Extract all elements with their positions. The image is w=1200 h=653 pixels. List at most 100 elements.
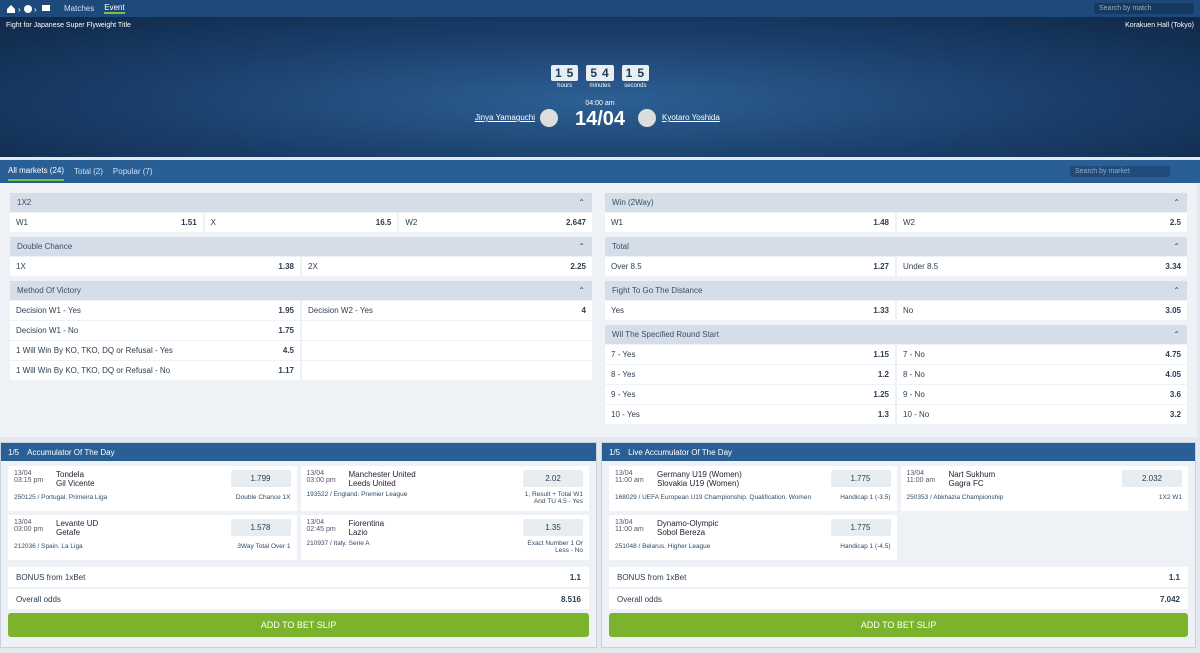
league: 212036 / Spain. La Liga: [14, 543, 83, 550]
collapse-icon[interactable]: ⌃: [1173, 330, 1180, 339]
odd-cell[interactable]: 1 Will Win By KO, TKO, DQ or Refusal - Y…: [10, 341, 300, 360]
market: Fight To Go The Distance ⌃ Yes 1.33 No 3.05: [605, 281, 1187, 320]
event-date: 13/04: [906, 470, 925, 477]
market-header[interactable]: Wil The Specified Round Start ⌃: [605, 325, 1187, 344]
pager[interactable]: 1/5: [609, 447, 621, 457]
collapse-icon[interactable]: ⌃: [1173, 198, 1180, 207]
add-button[interactable]: ADD TO BET SLIP: [8, 613, 589, 637]
event-card[interactable]: 13/04 11:00 am Dynamo-Olympic Sobol Bereza 1…: [609, 515, 897, 560]
odd[interactable]: 1.775: [830, 519, 891, 536]
fighter[interactable]: Kyotaro Yoshida: [662, 113, 720, 122]
league: 168029 / UEFA European U19 Championship.…: [615, 494, 812, 501]
event-card[interactable]: 13/04 03:15 pm Tondela Gil Vicente 1.799 2501…: [8, 466, 297, 511]
teams: Nart Sukhum Gagra FC: [949, 470, 1123, 494]
breadcrumbs[interactable]: › ›: [6, 4, 54, 14]
market-row: 1X 1.38 2X 2.25: [10, 257, 592, 276]
team: Manchester United: [348, 470, 416, 479]
odd[interactable]: 1.35: [523, 519, 583, 536]
odd-cell[interactable]: Decision W2 - Yes 4: [302, 301, 592, 320]
odd-cell[interactable]: 1 Will Win By KO, TKO, DQ or Refusal - N…: [10, 361, 300, 380]
market-tab[interactable]: Popular (7): [112, 167, 153, 176]
market-title: 1X2: [17, 198, 32, 207]
countdown-unit: 54 minutes: [586, 65, 614, 89]
odd: 1.75: [278, 326, 294, 335]
odd-cell[interactable]: 9 - No 3.6: [897, 385, 1187, 404]
search-box[interactable]: Search by match: [1094, 3, 1194, 14]
odd[interactable]: 1.775: [830, 470, 891, 487]
event-title: Fight for Japanese Super Flyweight Title: [6, 22, 131, 29]
market-title: Fight To Go The Distance: [612, 286, 703, 295]
datetime: 13/04 03:00 pm: [307, 470, 349, 491]
market: Win (2Way) ⌃ W1 1.48 W2 2.5: [605, 193, 1187, 232]
market-header[interactable]: 1X2 ⌃: [10, 193, 592, 212]
event-card[interactable]: 13/04 11:00 am Nart Sukhum Gagra FC 2.032 250…: [900, 466, 1188, 511]
odd: 4.05: [1165, 370, 1181, 379]
market-header[interactable]: Total ⌃: [605, 237, 1187, 256]
odd-cell[interactable]: Yes 1.33: [605, 301, 895, 320]
odd-cell[interactable]: 2X 2.25: [302, 257, 592, 276]
odd-cell[interactable]: W1 1.51: [10, 213, 203, 232]
collapse-icon[interactable]: ⌃: [578, 286, 585, 295]
collapse-icon[interactable]: ⌃: [1173, 242, 1180, 251]
market-row: Yes 1.33 No 3.05: [605, 301, 1187, 320]
countdown-label: hours: [557, 83, 573, 89]
nav-tab[interactable]: Matches: [64, 4, 95, 13]
odd-cell[interactable]: Decision W1 - Yes 1.95: [10, 301, 300, 320]
market-header[interactable]: Double Chance ⌃: [10, 237, 592, 256]
pager[interactable]: 1/5: [8, 447, 20, 457]
odd-cell[interactable]: W1 1.48: [605, 213, 895, 232]
event-card[interactable]: 13/04 02:45 pm Fiorentina Lazio 1.35 210937 /…: [300, 515, 589, 560]
bet: 3Way Total Over 1: [237, 543, 291, 550]
venue: Korakuen Hall (Tokyo): [1125, 22, 1194, 29]
odd-cell[interactable]: No 3.05: [897, 301, 1187, 320]
market-header[interactable]: Fight To Go The Distance ⌃: [605, 281, 1187, 300]
odd[interactable]: 2.02: [523, 470, 583, 487]
team: Gil Vicente: [56, 479, 95, 488]
fighter[interactable]: Jinya Yamaguchi: [474, 113, 535, 122]
events: 13/04 11:00 am Germany U19 (Women) Slovakia…: [602, 461, 1195, 565]
odd-cell[interactable]: Decision W1 - No 1.75: [10, 321, 300, 340]
market-tab[interactable]: All markets (24): [8, 162, 65, 181]
team: Fiorentina: [348, 519, 385, 528]
market-tab[interactable]: Total (2): [74, 167, 103, 176]
nav-tab[interactable]: Event: [104, 3, 125, 14]
odd[interactable]: 1.799: [230, 470, 291, 487]
odd-cell[interactable]: 1X 1.38: [10, 257, 300, 276]
market-header[interactable]: Win (2Way) ⌃: [605, 193, 1187, 212]
market-search[interactable]: Search by market: [1070, 166, 1170, 177]
event-card[interactable]: 13/04 11:00 am Germany U19 (Women) Slovakia…: [609, 466, 897, 511]
event-card[interactable]: 13/04 03:00 pm Levante UD Getafe 1.578 212036…: [8, 515, 297, 560]
bonus-value: 1.1: [1168, 572, 1180, 582]
accumulator: 1/5 Live Accumulator Of The Day 13/04 11:00…: [601, 442, 1196, 648]
odd-cell[interactable]: Under 8.5 3.34: [897, 257, 1187, 276]
odd-cell[interactable]: 7 - No 4.75: [897, 345, 1187, 364]
odd-cell[interactable]: 9 - Yes 1.25: [605, 385, 895, 404]
market-header[interactable]: Method Of Victory ⌃: [10, 281, 592, 300]
collapse-icon[interactable]: ⌃: [578, 198, 585, 207]
add-button[interactable]: ADD TO BET SLIP: [609, 613, 1188, 637]
team: Germany U19 (Women): [657, 470, 742, 479]
odd-cell[interactable]: W2 2.647: [399, 213, 593, 232]
bonus: BONUS from 1xBet 1.1: [8, 567, 589, 587]
odd-cell[interactable]: 8 - Yes 1.2: [605, 365, 895, 384]
markets-bar: All markets (24) Total (2) Popular (7) S…: [0, 160, 1200, 183]
odd-cell[interactable]: 10 - Yes 1.3: [605, 405, 895, 424]
top-bar: › › Matches Event Search by match: [0, 0, 1200, 17]
team: Getafe: [56, 528, 81, 537]
odd-cell[interactable]: 8 - No 4.05: [897, 365, 1187, 384]
odd-cell[interactable]: W2 2.5: [897, 213, 1187, 232]
datetime: 13/04 11:00 am: [615, 519, 657, 543]
odd-cell[interactable]: X 16.5: [204, 213, 398, 232]
odd-cell[interactable]: Over 8.5 1.27: [605, 257, 895, 276]
accumulator-header: 1/5 Live Accumulator Of The Day: [602, 443, 1195, 461]
odd-cell[interactable]: 7 - Yes 1.15: [605, 345, 895, 364]
outcome: Over 8.5: [611, 262, 642, 271]
odd[interactable]: 2.032: [1122, 470, 1182, 487]
odd-cell[interactable]: 10 - No 3.2: [897, 405, 1187, 424]
collapse-icon[interactable]: ⌃: [1173, 286, 1180, 295]
odd: 1.2: [877, 370, 889, 379]
collapse-icon[interactable]: ⌃: [578, 242, 585, 251]
countdown-unit: 15 seconds: [621, 65, 650, 89]
odd[interactable]: 1.578: [230, 519, 291, 536]
event-card[interactable]: 13/04 03:00 pm Manchester United Leeds Unit…: [300, 466, 589, 511]
